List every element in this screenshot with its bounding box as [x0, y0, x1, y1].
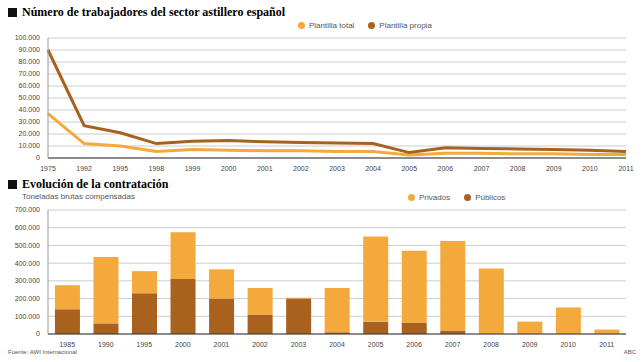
svg-text:2010: 2010 [582, 165, 598, 172]
svg-text:2005: 2005 [368, 341, 384, 348]
svg-text:30.000: 30.000 [19, 118, 41, 125]
svg-text:2011: 2011 [618, 165, 633, 172]
svg-text:2010: 2010 [560, 341, 576, 348]
svg-text:500.000: 500.000 [15, 242, 40, 249]
svg-text:70.000: 70.000 [19, 70, 41, 77]
svg-text:2004: 2004 [365, 165, 381, 172]
svg-text:300.000: 300.000 [15, 277, 40, 284]
svg-text:50.000: 50.000 [19, 94, 41, 101]
svg-text:2007: 2007 [445, 341, 461, 348]
svg-text:2009: 2009 [546, 165, 562, 172]
svg-text:2001: 2001 [257, 165, 273, 172]
svg-text:0: 0 [36, 330, 40, 337]
svg-text:2003: 2003 [291, 341, 307, 348]
svg-text:40.000: 40.000 [19, 106, 41, 113]
svg-text:1985: 1985 [59, 341, 75, 348]
svg-text:2006: 2006 [406, 341, 422, 348]
html-text:Privados: Privados [419, 193, 451, 202]
svg-text:20.000: 20.000 [19, 130, 41, 137]
svg-text:2007: 2007 [474, 165, 490, 172]
svg-text:1995: 1995 [112, 165, 128, 172]
svg-text:2003: 2003 [329, 165, 345, 172]
svg-text:10.000: 10.000 [19, 142, 41, 149]
svg-text:0: 0 [36, 154, 40, 161]
html-text:Plantilla total: Plantilla total [309, 21, 355, 30]
html-text:Toneladas brutas compensadas: Toneladas brutas compensadas [22, 192, 135, 201]
svg-text:60.000: 60.000 [19, 82, 41, 89]
html-text:ABC: ABC [623, 349, 636, 355]
svg-text:2008: 2008 [510, 165, 526, 172]
svg-text:90.000: 90.000 [19, 46, 41, 53]
svg-text:200.000: 200.000 [15, 295, 40, 302]
svg-text:2008: 2008 [483, 341, 499, 348]
svg-text:100.000: 100.000 [15, 313, 40, 320]
svg-text:1975: 1975 [40, 165, 56, 172]
html-text:Número de trabajadores del sec: Número de trabajadores del sector astill… [22, 4, 286, 19]
html-text:Plantilla propia: Plantilla propia [379, 21, 432, 30]
html-text:Evolución de la contratación: Evolución de la contratación [22, 176, 169, 191]
svg-text:2009: 2009 [522, 341, 538, 348]
svg-text:400.000: 400.000 [15, 260, 40, 267]
svg-text:2005: 2005 [401, 165, 417, 172]
svg-text:1992: 1992 [76, 165, 92, 172]
svg-text:2002: 2002 [252, 341, 268, 348]
html-text:Fuente: AWI Internacional: Fuente: AWI Internacional [8, 349, 77, 355]
svg-text:2000: 2000 [221, 165, 237, 172]
html-text:Públicos: Públicos [475, 193, 506, 202]
svg-text:1995: 1995 [137, 341, 153, 348]
svg-text:80.000: 80.000 [19, 58, 41, 65]
svg-text:2011: 2011 [599, 341, 614, 348]
svg-text:2000: 2000 [175, 341, 191, 348]
svg-text:2001: 2001 [214, 341, 230, 348]
svg-text:2006: 2006 [438, 165, 454, 172]
svg-text:1998: 1998 [149, 165, 165, 172]
svg-text:700.000: 700.000 [15, 206, 40, 213]
svg-text:2002: 2002 [293, 165, 309, 172]
svg-text:1999: 1999 [185, 165, 201, 172]
svg-text:2004: 2004 [329, 341, 345, 348]
svg-text:1990: 1990 [98, 341, 114, 348]
svg-text:100.000: 100.000 [15, 34, 40, 41]
svg-text:600.000: 600.000 [15, 224, 40, 231]
